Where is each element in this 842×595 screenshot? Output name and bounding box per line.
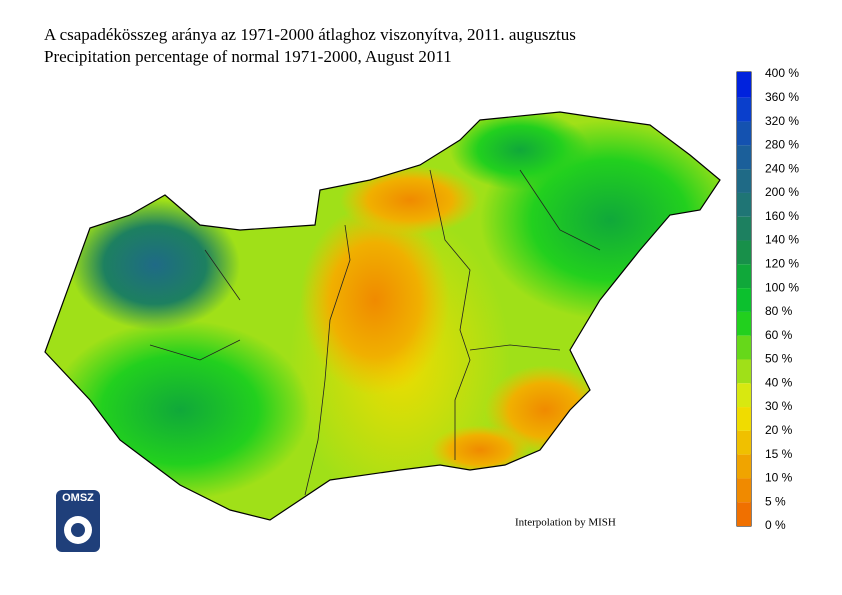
title-en: Precipitation percentage of normal 1971-…: [44, 47, 452, 66]
legend-label: 360 %: [765, 90, 799, 104]
legend-swatch: [737, 502, 751, 526]
credit: Interpolation by MISH: [515, 517, 616, 529]
legend-label: 10 %: [765, 471, 793, 485]
legend-swatch: [737, 216, 751, 241]
legend-label: 240 %: [765, 161, 799, 175]
legend-label: 60 %: [765, 328, 793, 342]
legend-label: 160 %: [765, 209, 799, 223]
legend-swatch: [737, 97, 751, 122]
legend-swatch: [737, 478, 751, 503]
legend-swatch: [737, 430, 751, 455]
legend-swatch: [737, 407, 751, 431]
legend-swatch: [737, 192, 751, 217]
legend-label: 320 %: [765, 114, 799, 128]
legend-label: 80 %: [765, 304, 793, 318]
legend-swatch: [737, 145, 751, 170]
legend-label: 100 %: [765, 280, 799, 294]
legend-swatch: [737, 383, 751, 408]
legend-swatch: [737, 288, 751, 312]
legend-label: 50 %: [765, 352, 793, 366]
legend-swatch: [737, 121, 751, 146]
precipitation-field: [45, 112, 720, 520]
logo: OMSZ: [56, 490, 100, 552]
legend-swatch: [737, 264, 751, 289]
boundaries: [149, 169, 601, 496]
legend-label: 280 %: [765, 138, 799, 152]
legend-label: 120 %: [765, 256, 799, 270]
title-hu: A csapadékösszeg aránya az 1971-2000 átl…: [44, 25, 576, 44]
legend-label: 5 %: [765, 494, 786, 508]
legend-label: 0 %: [765, 518, 786, 532]
legend-label: 140 %: [765, 233, 799, 247]
legend-swatch: [737, 240, 751, 265]
logo-text: OMSZ: [62, 492, 94, 504]
legend-label: 20 %: [765, 423, 793, 437]
legend-label: 40 %: [765, 375, 793, 389]
legend-swatch: [737, 169, 751, 193]
legend-swatch: [737, 311, 751, 336]
legend-label: 400 %: [765, 66, 799, 80]
legend-swatch: [737, 335, 751, 360]
legend-swatch: [737, 454, 751, 479]
legend-swatch: [737, 72, 751, 98]
legend-label: 200 %: [765, 185, 799, 199]
legend-label: 15 %: [765, 447, 793, 461]
legend-label: 30 %: [765, 399, 793, 413]
legend-swatch: [737, 359, 751, 384]
